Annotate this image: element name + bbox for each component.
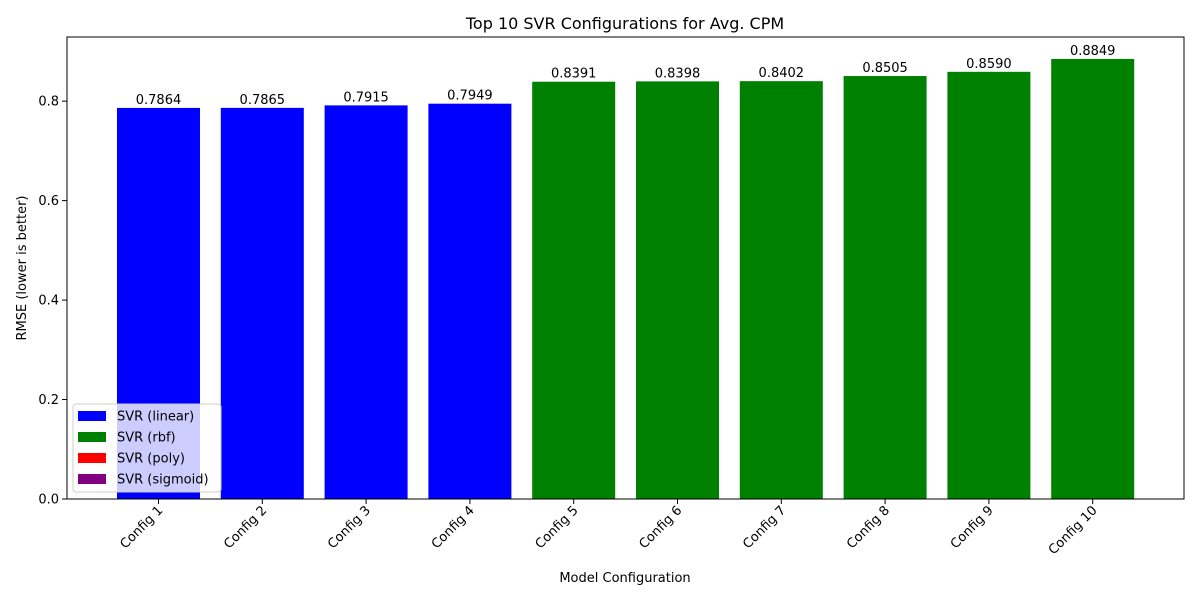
y-tick-label: 0.6 [38, 194, 59, 209]
x-tick-label: Config 6 [636, 503, 685, 552]
bar-value-label: 0.8391 [551, 67, 597, 82]
x-tick-label: Config 1 [117, 503, 166, 552]
legend: SVR (linear) SVR (rbf) SVR (poly) SVR (sigm… [72, 403, 222, 493]
legend-label: SVR (sigmoid) [117, 473, 209, 488]
bar [947, 71, 1031, 500]
legend-swatch [78, 474, 106, 484]
y-tick-label: 0.2 [38, 393, 59, 408]
x-tick-label: Config 10 [1046, 503, 1101, 558]
legend-box [72, 403, 222, 493]
y-axis-label: RMSE (lower is better) [15, 196, 30, 341]
bar-value-label: 0.7949 [447, 89, 493, 104]
value-labels-group: 0.7864 0.7865 0.7915 0.7949 0.8391 0.8398 0.84… [136, 44, 1116, 108]
x-tick-label: Config 3 [325, 503, 374, 552]
bar [1051, 58, 1135, 499]
bar-value-label: 0.8505 [862, 61, 908, 76]
legend-label: SVR (rbf) [117, 431, 176, 446]
bar [636, 81, 719, 499]
y-tick-label: 0.8 [38, 95, 59, 110]
bar-value-label: 0.7864 [136, 93, 182, 108]
bar-value-label: 0.8849 [1070, 44, 1116, 59]
bar-value-label: 0.8398 [655, 66, 701, 81]
y-tick-label: 0.4 [38, 294, 59, 309]
x-tick-label: Config 4 [429, 503, 478, 552]
legend-label: SVR (linear) [117, 410, 194, 425]
bar-value-label: 0.7865 [240, 93, 286, 108]
chart-title: Top 10 SVR Configurations for Avg. CPM [465, 14, 784, 33]
bar [324, 105, 408, 500]
bar [739, 81, 823, 499]
bar [220, 107, 304, 500]
bar-value-label: 0.7915 [343, 90, 389, 105]
bar [428, 103, 512, 500]
x-tick-label: Config 9 [948, 503, 997, 552]
bars-group [117, 58, 1135, 500]
x-axis: Config 1 Config 2 Config 3 Config 4 Config 5… [117, 499, 1101, 558]
y-tick-label: 0.0 [38, 493, 59, 508]
y-axis: 0.0 0.2 0.4 0.6 0.8 [38, 95, 67, 508]
x-tick-label: Config 7 [740, 503, 789, 552]
x-axis-label: Model Configuration [559, 571, 690, 586]
x-tick-label: Config 2 [221, 503, 270, 552]
legend-swatch [78, 432, 106, 442]
plot-frame [66, 36, 1185, 500]
legend-label: SVR (poly) [117, 452, 185, 467]
x-tick-label: Config 8 [844, 503, 893, 552]
bar-value-label: 0.8402 [759, 66, 805, 81]
bar-value-label: 0.8590 [966, 57, 1012, 72]
x-tick-label: Config 5 [533, 503, 582, 552]
legend-swatch [78, 411, 106, 421]
bar [843, 76, 927, 499]
bar [532, 81, 616, 500]
legend-swatch [78, 453, 106, 463]
